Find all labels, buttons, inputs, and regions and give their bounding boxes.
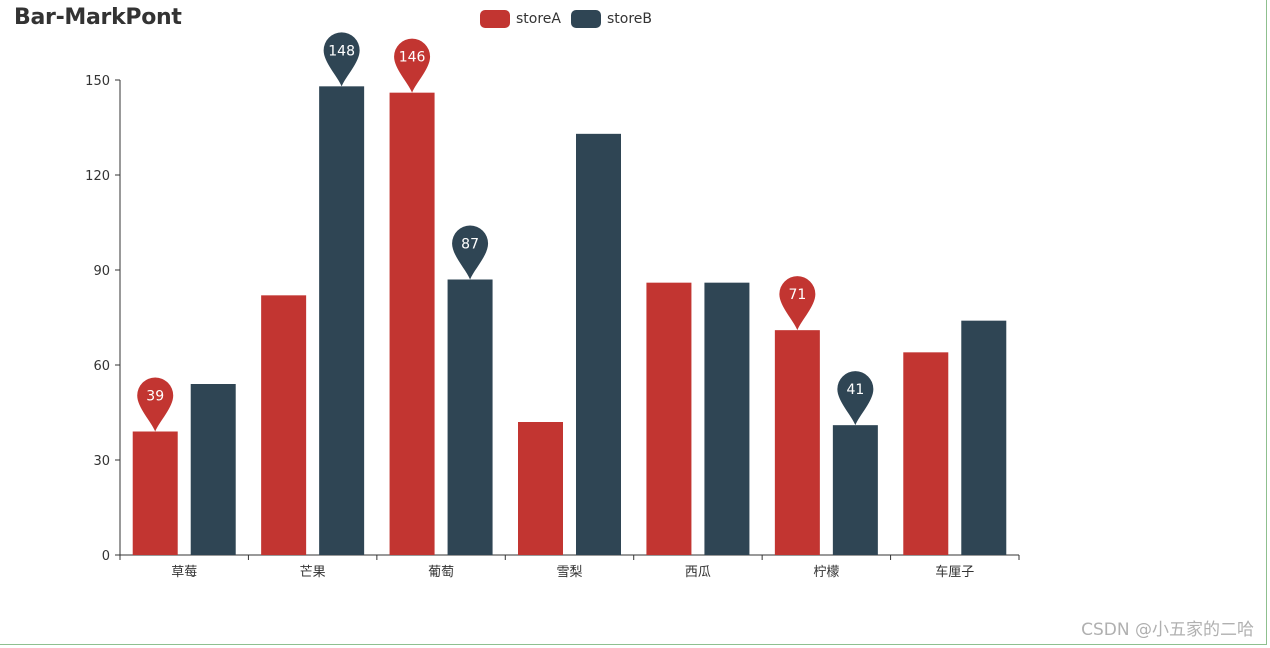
bar-storeB-2: [447, 279, 493, 555]
y-tick-label-0: 0: [102, 549, 110, 564]
x-tick-label-3: 雪梨: [556, 565, 582, 580]
bar-storeA-3: [518, 422, 563, 555]
y-tick-label-120: 120: [85, 169, 110, 184]
x-tick-label-5: 柠檬: [813, 565, 839, 580]
bar-storeA-0: [132, 431, 178, 555]
bar-storeA-4: [646, 282, 692, 555]
bar-storeB-0: [190, 384, 236, 555]
x-tick-label-6: 车厘子: [935, 564, 974, 580]
bar-storeB-4: [704, 282, 750, 555]
markpoint-label-storeA-0: 39: [146, 389, 164, 405]
chart-title: Bar-MarkPont: [14, 5, 182, 30]
bar-storeA-6: [903, 352, 949, 555]
bar-storeA-5: [774, 330, 820, 555]
bar-storeB-1: [319, 86, 365, 555]
markpoint-label-storeA-2: 146: [399, 50, 426, 66]
y-tick-label-150: 150: [85, 74, 110, 89]
markpoint-pin-storeB-5: [837, 371, 874, 426]
y-tick-label-60: 60: [93, 359, 110, 374]
bar-storeB-6: [961, 320, 1007, 555]
bar-storeA-2: [389, 92, 435, 556]
legend-item-storeB[interactable]: storeB: [571, 10, 652, 28]
markpoint-pin-storeA-5: [779, 276, 816, 331]
bar-storeA-1: [261, 295, 307, 555]
markpoint-pin-storeB-1: [323, 32, 360, 87]
legend-swatch-storeA: [480, 10, 510, 28]
markpoint-pin-storeA-0: [137, 377, 174, 432]
x-tick-label-4: 西瓜: [685, 565, 711, 580]
markpoint-label-storeB-2: 87: [461, 237, 479, 253]
bar-storeB-3: [576, 133, 621, 556]
x-tick-label-1: 芒果: [300, 564, 326, 580]
legend: storeA storeB: [480, 10, 662, 28]
y-tick-label-90: 90: [93, 264, 110, 279]
legend-item-storeA[interactable]: storeA: [480, 10, 561, 28]
markpoint-pin-storeB-2: [452, 225, 489, 280]
watermark: CSDN @小五家的二哈: [1081, 620, 1254, 640]
markpoint-label-storeB-1: 148: [328, 43, 355, 59]
y-tick-label-30: 30: [93, 454, 110, 469]
legend-label-storeB: storeB: [607, 11, 653, 27]
x-tick-label-0: 草莓: [171, 565, 197, 580]
legend-swatch-storeB: [571, 10, 601, 28]
bar-storeB-5: [832, 425, 878, 555]
markpoint-label-storeA-5: 71: [788, 287, 806, 303]
markpoint-pin-storeA-2: [394, 38, 431, 93]
markpoint-label-storeB-5: 41: [846, 382, 864, 398]
x-tick-label-2: 葡萄: [428, 565, 454, 580]
legend-label-storeA: storeA: [516, 11, 561, 27]
